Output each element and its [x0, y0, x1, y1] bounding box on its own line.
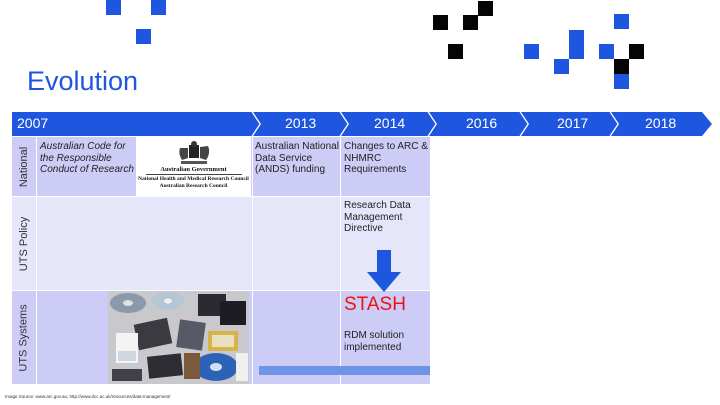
decor-square	[151, 0, 166, 15]
ands-funding-text: Australian National Data Service (ANDS) …	[255, 141, 339, 175]
timeline-year-2007: 2007	[17, 115, 49, 131]
decor-square	[136, 29, 151, 44]
row-label-national: National	[18, 146, 31, 188]
timeline-segment	[12, 112, 260, 136]
decor-square	[448, 44, 463, 59]
column-divider	[36, 137, 37, 384]
decor-square	[106, 0, 121, 15]
timeline-year-2017: 2017	[557, 115, 589, 131]
arc-nhmrc-changes-text: Changes to ARC & NHMRC Requirements	[344, 141, 428, 175]
decor-square	[569, 44, 584, 59]
column-divider	[340, 137, 341, 384]
timeline-segment	[429, 112, 528, 136]
arrow-down-icon	[367, 250, 401, 292]
coat-of-arms-icon	[178, 141, 209, 164]
timeline-segment	[253, 112, 348, 136]
timeline-segment	[521, 112, 618, 136]
row-divider	[12, 290, 430, 291]
government-logo: Australian Government National Health an…	[136, 137, 251, 197]
row-label-uts-systems: UTS Systems	[18, 303, 31, 372]
decor-square	[524, 44, 539, 59]
decor-square	[599, 44, 614, 59]
rdm-solution-text: RDM solution implemented	[344, 330, 405, 353]
timeline-year-2013: 2013	[285, 115, 317, 131]
column-divider	[252, 137, 253, 384]
stash-title: STASH	[344, 294, 406, 315]
code-of-conduct-text: Australian Code for the Responsible Cond…	[40, 141, 134, 175]
timeline-segment	[341, 112, 436, 136]
rdm-directive-text: Research Data Management Directive	[344, 200, 411, 234]
decor-square	[433, 15, 448, 30]
decor-square	[614, 74, 629, 89]
row-band-policy	[12, 197, 430, 291]
decor-square	[478, 1, 493, 16]
timeline-year-2018: 2018	[645, 115, 677, 131]
decor-square	[554, 59, 569, 74]
decor-square	[614, 59, 629, 74]
decor-square	[629, 44, 644, 59]
progress-fill	[259, 366, 430, 375]
decor-square	[569, 30, 584, 45]
implementation-progress-bar	[259, 366, 430, 375]
timeline-segment	[611, 112, 712, 136]
timeline-year-2014: 2014	[374, 115, 406, 131]
decor-square	[614, 14, 629, 29]
timeline-year-2016: 2016	[466, 115, 498, 131]
decor-square	[463, 15, 478, 30]
storage-media-photo	[108, 291, 249, 384]
timeline-bar	[12, 112, 712, 136]
row-label-uts-policy: UTS Policy	[18, 216, 30, 272]
slide-title: Evolution	[27, 66, 139, 96]
image-source-text: Image Source: www.arc.gov.au, http://www…	[5, 394, 171, 399]
